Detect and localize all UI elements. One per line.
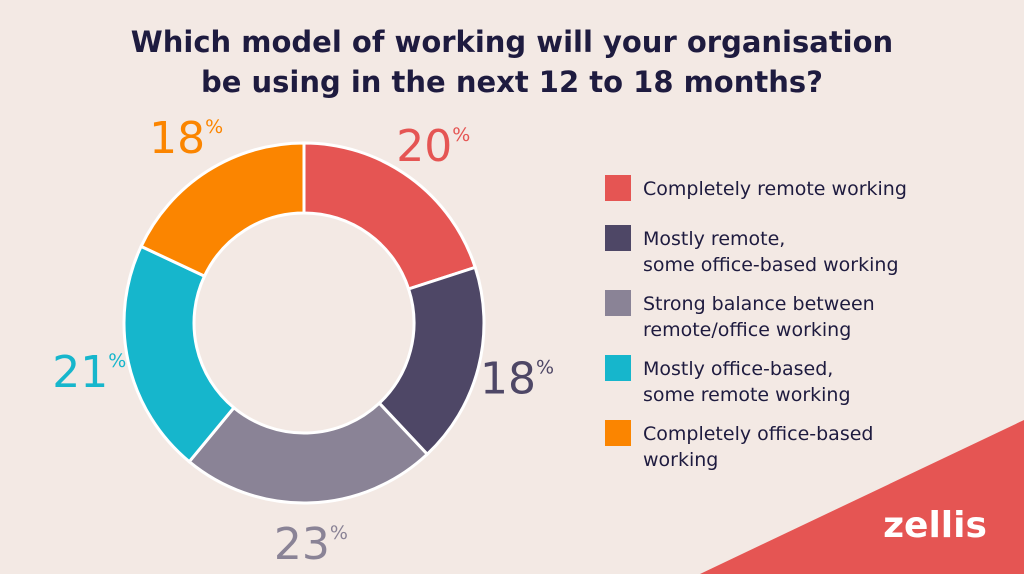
value-unit: % [536,357,554,379]
value-number: 21 [52,347,108,398]
legend-swatch [605,420,631,446]
donut-slice [122,244,236,464]
legend-label: Completely remote working [643,178,907,200]
donut-slice [302,141,478,291]
legend-label: Mostly office-based, some remote working [643,358,851,406]
legend-swatch [605,355,631,381]
value-number: 20 [396,121,452,172]
value-unit: % [330,522,348,544]
legend-label: Completely office-based working [643,423,873,471]
legend-label: Mostly remote, some office-based working [643,228,899,276]
legend-swatch [605,175,631,201]
legend-swatch [605,290,631,316]
chart-title: Which model of working will your organis… [131,25,893,99]
value-unit: % [108,350,126,372]
corner-decoration [700,420,1024,574]
donut-slice [187,401,430,505]
value-label: 20% [396,121,470,172]
donut-slice [139,141,306,279]
legend-label: Strong balance between remote/office work… [643,293,875,341]
value-unit: % [205,116,223,138]
value-number: 18 [149,113,205,164]
logo: zellis [883,505,987,546]
value-label: 21% [52,347,126,398]
legend-swatch [605,225,631,251]
value-number: 23 [274,519,330,570]
value-number: 18 [480,354,536,405]
value-label: 18% [149,113,223,164]
value-label: 18% [480,354,554,405]
value-label: 23% [274,519,348,570]
value-unit: % [452,124,470,146]
